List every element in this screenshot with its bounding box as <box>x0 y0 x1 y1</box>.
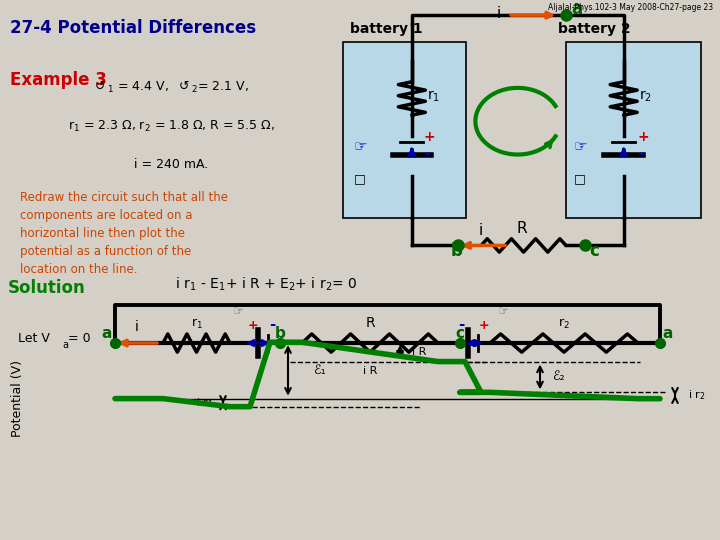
Text: r$_1$ = 2.3 $\Omega$, r$_2$ = 1.8 $\Omega$, R = 5.5 $\Omega$,: r$_1$ = 2.3 $\Omega$, r$_2$ = 1.8 $\Omeg… <box>68 119 274 134</box>
Text: b: b <box>451 242 462 260</box>
Text: r$_1$: r$_1$ <box>191 317 202 331</box>
Text: i r$_1$ - E$_1$+ i R + E$_2$+ i r$_2$= 0: i r$_1$ - E$_1$+ i R + E$_2$+ i r$_2$= 0 <box>175 275 357 293</box>
Text: a: a <box>572 0 582 18</box>
Bar <box>343 43 466 218</box>
Text: i r$_2$: i r$_2$ <box>688 389 706 402</box>
Text: i: i <box>135 320 139 334</box>
Text: i r$_1$: i r$_1$ <box>197 396 214 409</box>
Bar <box>566 43 701 218</box>
Text: ℰ₁: ℰ₁ <box>313 364 325 377</box>
Text: Let V: Let V <box>18 332 50 345</box>
Text: +: + <box>479 319 490 332</box>
Text: battery 2: battery 2 <box>558 22 631 36</box>
Text: i = 240 mA.: i = 240 mA. <box>134 158 208 171</box>
Text: R: R <box>516 221 527 237</box>
Text: ☞: ☞ <box>233 305 244 318</box>
Text: ☞: ☞ <box>498 305 509 318</box>
Text: 27-4 Potential Differences: 27-4 Potential Differences <box>10 19 256 37</box>
Text: c: c <box>589 242 599 260</box>
Text: a: a <box>102 326 112 341</box>
Text: i R: i R <box>412 347 426 357</box>
Text: i: i <box>479 223 483 238</box>
Text: ℰ₂: ℰ₂ <box>552 370 564 383</box>
Text: a: a <box>663 326 673 341</box>
Text: -: - <box>458 317 464 332</box>
Text: □: □ <box>354 172 366 185</box>
Text: +: + <box>248 319 258 332</box>
Text: +: + <box>637 130 649 144</box>
Text: a: a <box>62 340 68 350</box>
Text: Redraw the circuit such that all the
components are located on a
horizontal line: Redraw the circuit such that all the com… <box>20 191 228 275</box>
Text: i R: i R <box>363 366 377 376</box>
Text: c: c <box>456 326 464 341</box>
Text: □: □ <box>574 172 585 185</box>
Text: -: - <box>269 317 275 332</box>
Text: Solution: Solution <box>8 279 86 298</box>
Text: ☞: ☞ <box>574 139 588 154</box>
Text: Example 3: Example 3 <box>10 71 107 89</box>
Text: $\circlearrowleft_1$ = 4.4 V,  $\circlearrowleft_2$= 2.1 V,: $\circlearrowleft_1$ = 4.4 V, $\circlear… <box>92 80 250 95</box>
Text: -: - <box>637 145 644 163</box>
Text: r$_2$: r$_2$ <box>639 89 652 104</box>
Text: i: i <box>496 6 500 21</box>
Text: +: + <box>423 130 435 144</box>
Text: -: - <box>423 145 431 163</box>
Text: Potential (V): Potential (V) <box>12 360 24 437</box>
Text: R: R <box>365 316 375 330</box>
Text: b: b <box>274 326 285 341</box>
Text: Aljalal-Phys.102-3 May 2008-Ch27-page 23: Aljalal-Phys.102-3 May 2008-Ch27-page 23 <box>548 3 713 12</box>
Text: = 0: = 0 <box>68 332 91 345</box>
Text: battery 1: battery 1 <box>350 22 423 36</box>
Text: ☞: ☞ <box>354 139 368 154</box>
Text: r$_1$: r$_1$ <box>427 89 441 104</box>
Text: r$_2$: r$_2$ <box>558 317 570 331</box>
